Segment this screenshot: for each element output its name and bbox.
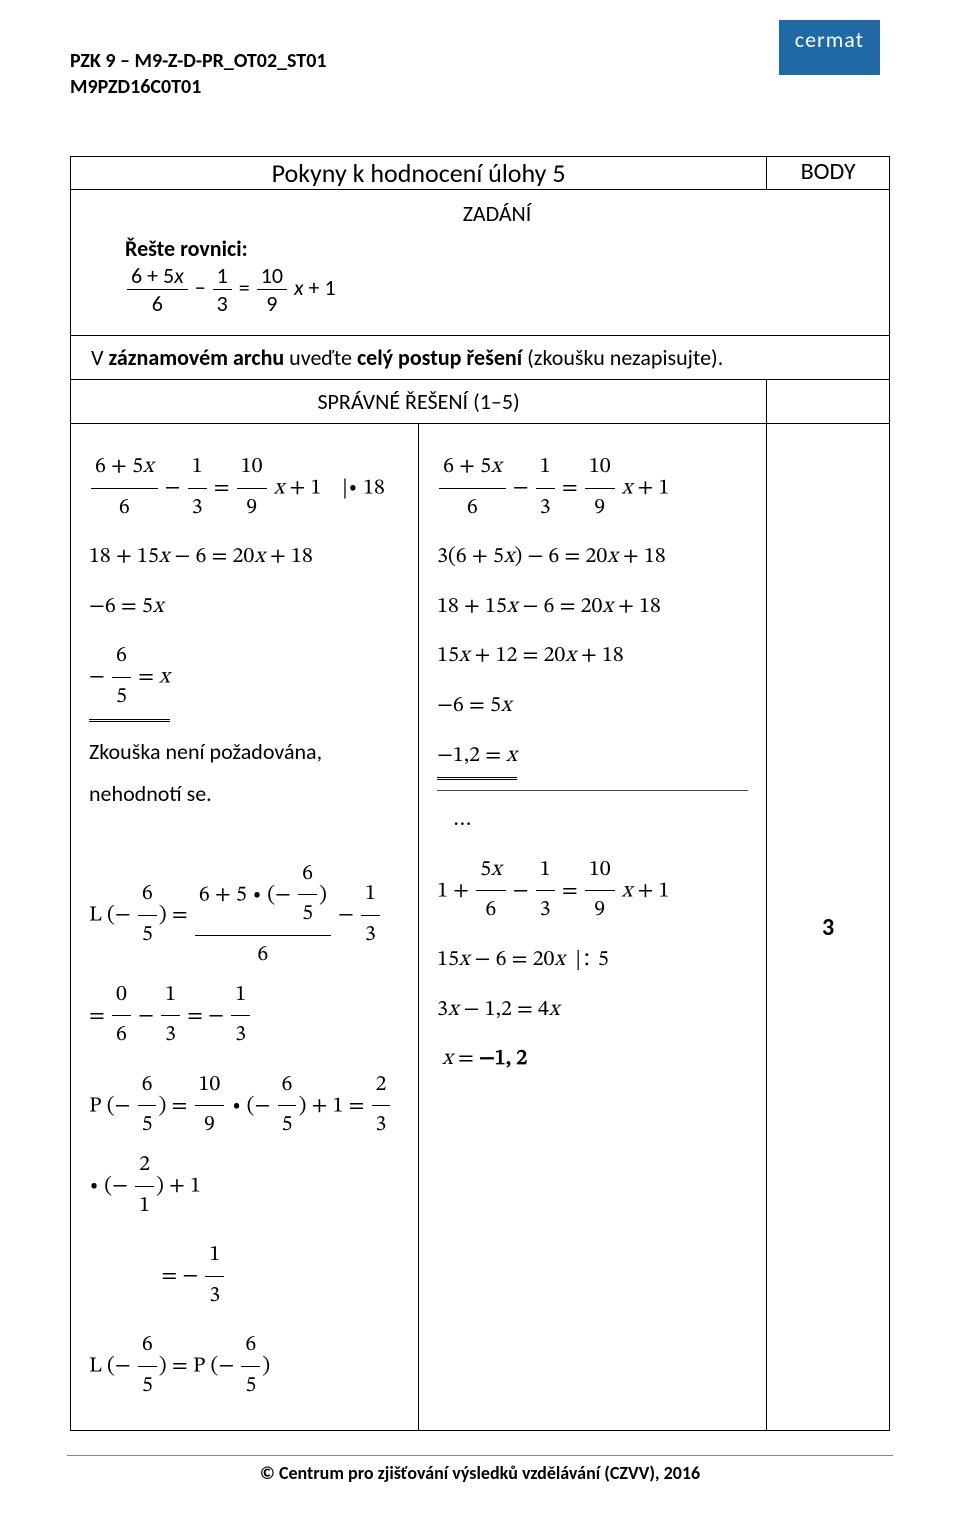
correct-solution-label: SPRÁVNÉ ŘEŠENÍ (1–5) [71, 380, 767, 424]
math-line: 3(6 + 5x) − 6 = 20x + 18 [437, 538, 748, 578]
math-line: − 65 = x [89, 637, 400, 721]
math-line: … [437, 801, 748, 841]
divider [437, 790, 748, 791]
math-line: 3x − 1,2 = 4x [437, 991, 748, 1031]
math-line: −6 = 5x [437, 687, 748, 727]
math-line: L (− 65) = P (− 65) [89, 1326, 400, 1406]
points-cell: 3 [767, 424, 890, 1431]
body-label-cell: BODY [767, 157, 890, 190]
math-line: 18 + 15x − 6 = 20x + 18 [437, 588, 748, 628]
footer-copyright: © Centrum pro zjišťování výsledků vzdělá… [0, 1455, 960, 1484]
math-line: L (− 65) = 6 + 5 ∙ (− 65)6 − 13 = 06 − 1… [89, 855, 400, 1056]
math-line: 6 + 5x6 − 13 = 109 x + 1 |∙ 18 [89, 448, 400, 528]
grading-table: Pokyny k hodnocení úlohy 5 BODY ZADÁNÍ Ř… [70, 156, 890, 1431]
zadani-label: ZADÁNÍ [125, 200, 869, 227]
math-line: 15x − 6 = 20x |∶ 5 [437, 941, 748, 981]
header-line-2: M9PZD16C0T01 [70, 74, 890, 100]
math-line: −6 = 5x [89, 588, 400, 628]
main-equation: 6 + 5x6 − 13 = 109 x + 1 [125, 262, 869, 317]
math-line: = − 13 [89, 1236, 400, 1316]
title-cell: Pokyny k hodnocení úlohy 5 [71, 157, 767, 190]
solution-left-col: 6 + 5x6 − 13 = 109 x + 1 |∙ 18 18 + 15x … [71, 424, 419, 1431]
math-line: 6 + 5x6 − 13 = 109 x + 1 [437, 448, 748, 528]
math-line: 1 + 5x6 − 13 = 109 x + 1 [437, 851, 748, 931]
zkouska-note: Zkouška není požadována, nehodnotí se. [89, 732, 400, 817]
math-line: x = −1, 2 [437, 1040, 748, 1080]
solve-label: Řešte rovnici: [125, 235, 869, 262]
math-line: 15x + 12 = 20x + 18 [437, 637, 748, 677]
header-line-1: PZK 9 – M9-Z-D-PR_OT02_ST01 [70, 48, 890, 74]
math-line: 18 + 15x − 6 = 20x + 18 [89, 538, 400, 578]
math-line: P (− 65) = 109 ∙ (− 65) + 1 = 23 ∙ (− 21… [89, 1066, 400, 1226]
brand-badge: cermat [779, 20, 880, 75]
solution-right-col: 6 + 5x6 − 13 = 109 x + 1 3(6 + 5x) − 6 =… [419, 424, 767, 1431]
math-line: −1,2 = x [437, 737, 748, 781]
note-cell: V záznamovém archu uveďte celý postup ře… [71, 336, 890, 380]
